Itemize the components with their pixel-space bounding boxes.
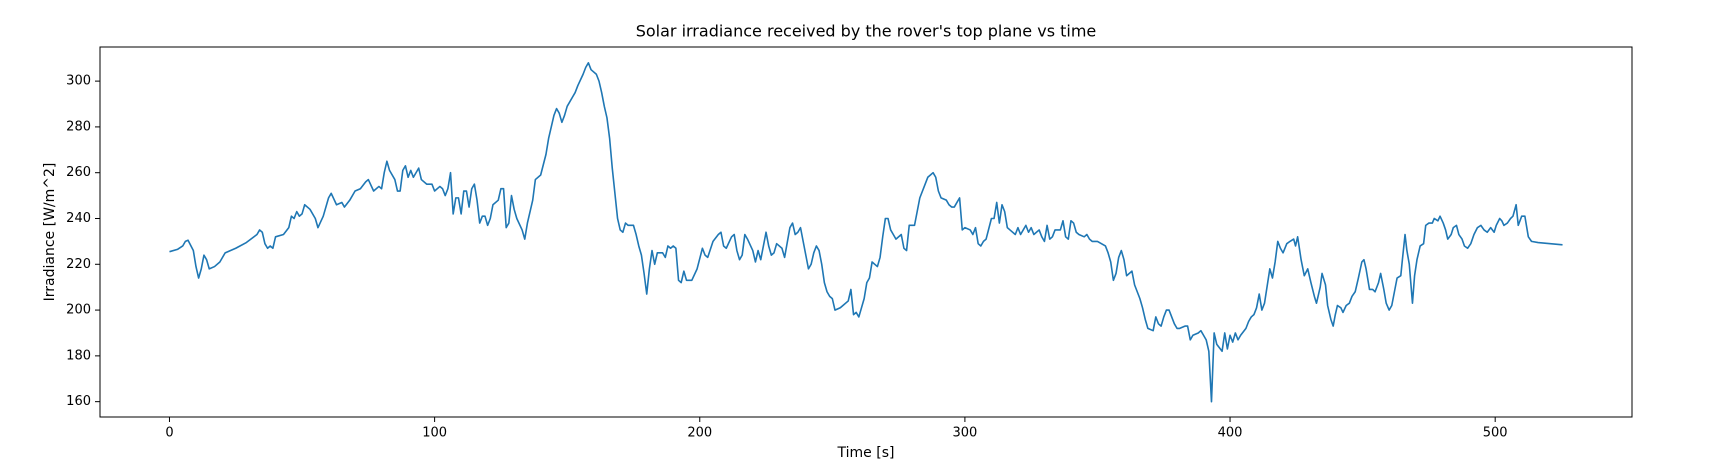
y-tick-label: 160 (66, 394, 91, 409)
x-tick-label: 400 (1218, 426, 1243, 441)
y-tick-label: 220 (66, 257, 91, 272)
x-tick-label: 100 (422, 426, 447, 441)
y-tick-label: 180 (66, 348, 91, 363)
plot-frame (99, 46, 1633, 418)
x-tick-label: 300 (952, 426, 977, 441)
data-line (169, 62, 1563, 403)
x-axis-label: Time [s] (837, 445, 895, 461)
chart-title: Solar irradiance received by the rover's… (636, 22, 1097, 41)
y-axis-label: Irradiance [W/m^2] (42, 163, 58, 302)
x-tick-label: 500 (1483, 426, 1508, 441)
y-tick-label: 300 (66, 74, 91, 89)
y-tick-label: 240 (66, 211, 91, 226)
x-tick-label: 0 (165, 426, 173, 441)
y-tick-label: 200 (66, 303, 91, 318)
x-tick-label: 200 (687, 426, 712, 441)
y-tick-label: 280 (66, 119, 91, 134)
y-tick-label: 260 (66, 165, 91, 180)
